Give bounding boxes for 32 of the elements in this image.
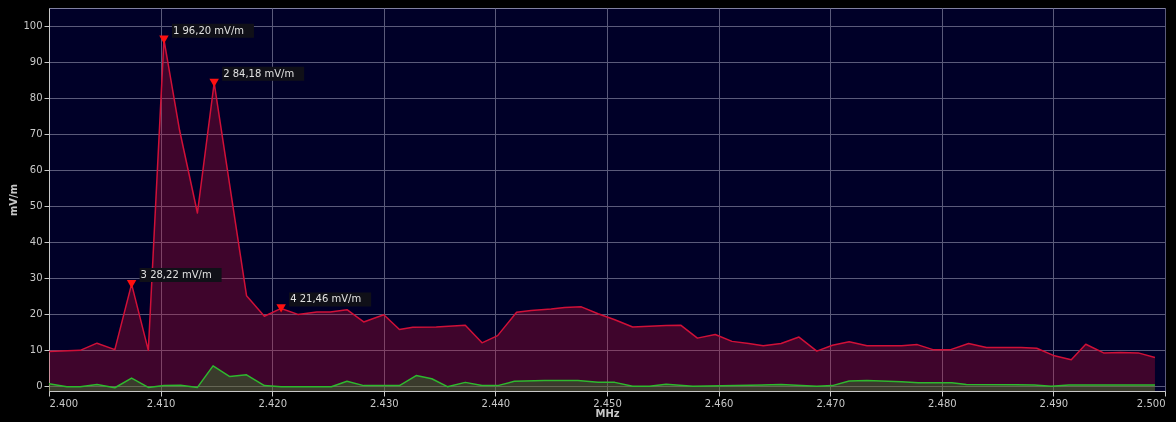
y-tick-label: 0 (36, 380, 43, 392)
x-tick-label: 2.400 (49, 397, 79, 409)
point (209, 78, 219, 87)
y-tick-label: 30 (29, 272, 43, 284)
y-tick-label: 80 (29, 92, 43, 104)
x-tick-label: 2.410 (146, 397, 176, 409)
x-tick-label: 2.480 (927, 397, 957, 409)
x-tick-label: 2.500 (1136, 397, 1166, 409)
y-tick-label: 100 (23, 20, 43, 32)
y-tick-label: 70 (29, 128, 43, 140)
point (159, 35, 169, 44)
y-tick-label: 20 (29, 308, 43, 320)
y-tick-label: 60 (29, 164, 43, 176)
y-axis-title: mV/m (8, 183, 20, 217)
annotation: 2 84,18 mV/m (223, 67, 295, 79)
x-axis-title: MHz (595, 407, 620, 419)
x-tick-label: 2.460 (704, 397, 734, 409)
annotation: 3 28,22 mV/m (140, 269, 212, 281)
x-tick-label: 2.450 (593, 397, 622, 409)
annotation: 4 21,46 mV/m (290, 293, 362, 305)
x-tick-label: 2.470 (816, 397, 846, 409)
annotation: 1 96,20 mV/m (172, 24, 244, 36)
x-tick-label: 2.420 (258, 397, 288, 409)
x-tick-label: 2.440 (481, 397, 511, 409)
y-tick-label: 50 (29, 200, 43, 212)
x-tick-label: 2.430 (369, 397, 399, 409)
y-tick-label: 10 (29, 344, 43, 356)
point (126, 280, 137, 289)
y-tick-label: 90 (29, 56, 43, 68)
point (276, 304, 286, 313)
y-tick-label: 40 (29, 236, 43, 248)
x-tick-label: 2.490 (1039, 397, 1069, 409)
